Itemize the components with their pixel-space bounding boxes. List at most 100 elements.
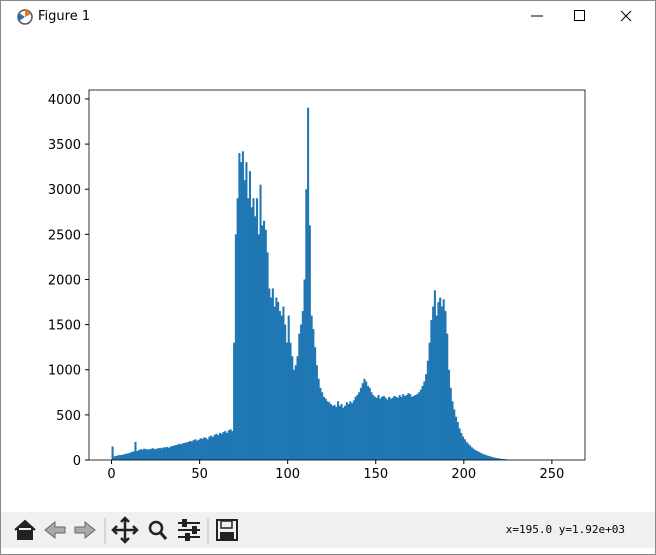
bar bbox=[254, 216, 257, 460]
maximize[interactable] bbox=[574, 10, 585, 21]
bar bbox=[328, 402, 331, 460]
bar bbox=[361, 383, 364, 460]
bar bbox=[187, 441, 190, 460]
bar bbox=[137, 450, 141, 460]
bar bbox=[201, 438, 204, 460]
pan-button[interactable] bbox=[111, 516, 139, 544]
bar bbox=[418, 392, 421, 460]
bar bbox=[492, 457, 495, 460]
window-title: Figure 1 bbox=[38, 9, 91, 24]
back-button[interactable] bbox=[44, 520, 66, 540]
bar bbox=[227, 430, 230, 460]
bar bbox=[467, 443, 470, 460]
bar bbox=[122, 454, 125, 460]
bar bbox=[252, 198, 255, 460]
bar bbox=[472, 448, 475, 460]
bar bbox=[185, 442, 188, 460]
bar bbox=[300, 324, 303, 460]
bar bbox=[160, 448, 163, 460]
bar bbox=[314, 347, 317, 460]
bar bbox=[495, 458, 498, 460]
configure-button[interactable] bbox=[178, 519, 200, 541]
bar bbox=[329, 404, 333, 460]
bar bbox=[476, 450, 479, 460]
toolbar-buttons[interactable] bbox=[1, 512, 261, 548]
bar bbox=[136, 450, 139, 460]
bar bbox=[500, 458, 503, 460]
bar bbox=[340, 404, 343, 460]
bar bbox=[344, 405, 347, 460]
bar bbox=[502, 459, 505, 460]
bar bbox=[261, 225, 264, 460]
bar bbox=[264, 229, 267, 460]
bar bbox=[317, 378, 320, 460]
bar bbox=[437, 302, 440, 460]
bar bbox=[412, 395, 415, 460]
bar bbox=[213, 434, 216, 460]
bar bbox=[178, 443, 181, 460]
bar bbox=[240, 162, 243, 460]
bar bbox=[257, 234, 260, 460]
bar bbox=[400, 396, 403, 460]
bar bbox=[282, 306, 285, 460]
bar bbox=[455, 416, 458, 460]
bar bbox=[162, 447, 165, 460]
bar bbox=[342, 407, 345, 460]
bar bbox=[285, 342, 288, 460]
app-icon bbox=[17, 9, 33, 25]
bar bbox=[470, 447, 473, 460]
bar bbox=[164, 447, 167, 460]
bar bbox=[446, 333, 449, 460]
bar bbox=[152, 448, 155, 460]
bar bbox=[407, 393, 410, 460]
home-button[interactable] bbox=[14, 519, 36, 540]
bar bbox=[224, 431, 227, 460]
bar bbox=[305, 189, 308, 460]
bar bbox=[222, 432, 225, 460]
bar bbox=[405, 395, 408, 460]
bar bbox=[337, 401, 340, 460]
bar bbox=[268, 288, 271, 460]
bar bbox=[474, 450, 477, 460]
bar bbox=[456, 422, 459, 460]
status-text: x=195.0 y=1.92e+03 bbox=[505, 523, 625, 536]
bar bbox=[444, 311, 447, 460]
title-bar: Figure 1 bbox=[1, 1, 655, 31]
save-button[interactable] bbox=[216, 519, 238, 541]
bar bbox=[322, 396, 325, 460]
bar bbox=[375, 397, 378, 460]
bar bbox=[481, 453, 484, 460]
zoom-button[interactable] bbox=[148, 520, 168, 540]
close[interactable] bbox=[620, 10, 632, 22]
bar bbox=[345, 402, 348, 460]
bar bbox=[250, 207, 253, 460]
window-controls[interactable] bbox=[515, 1, 655, 31]
bar bbox=[129, 452, 132, 460]
bar bbox=[231, 431, 234, 460]
forward-button[interactable] bbox=[74, 520, 96, 540]
bar bbox=[465, 441, 468, 460]
bar bbox=[271, 288, 274, 460]
bar bbox=[377, 395, 380, 460]
bar bbox=[236, 198, 239, 460]
bar bbox=[354, 396, 357, 460]
bar bbox=[291, 356, 294, 460]
bar bbox=[284, 324, 287, 460]
bar bbox=[206, 439, 209, 460]
bar bbox=[183, 442, 186, 460]
bar bbox=[358, 392, 361, 460]
bar bbox=[166, 446, 169, 460]
bar bbox=[270, 297, 273, 460]
bar bbox=[463, 439, 466, 460]
bar bbox=[335, 406, 338, 460]
bar bbox=[197, 439, 200, 460]
bar bbox=[499, 458, 502, 460]
bar bbox=[319, 387, 322, 460]
bar bbox=[308, 225, 311, 460]
bar bbox=[402, 394, 405, 460]
bar bbox=[245, 162, 248, 460]
bar bbox=[130, 451, 133, 460]
bar bbox=[414, 395, 417, 460]
y-tick-label: 3000 bbox=[48, 183, 81, 198]
